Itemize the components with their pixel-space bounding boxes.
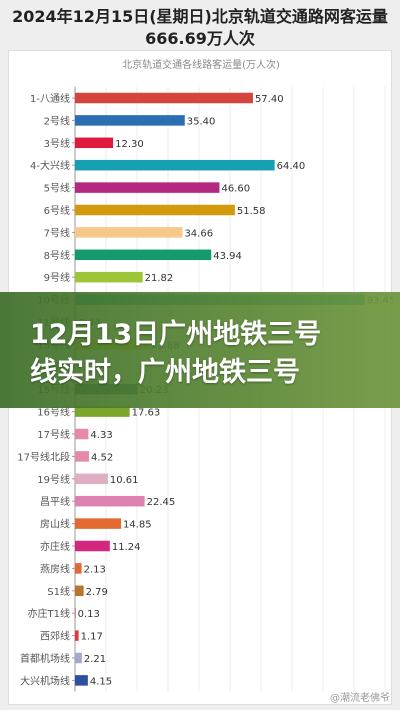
- value-label: 4.52: [91, 452, 113, 463]
- value-label: 46.60: [221, 184, 250, 195]
- bar: [75, 607, 76, 619]
- value-label: 0.13: [78, 609, 100, 620]
- category-label: 19号线: [37, 473, 70, 486]
- value-label: 57.40: [255, 94, 284, 105]
- category-label: 3号线: [44, 137, 70, 150]
- value-label: 2.13: [84, 564, 106, 575]
- category-label: 4-大兴线: [30, 159, 70, 172]
- bar: [75, 540, 110, 552]
- category-label: 17号线: [37, 428, 70, 441]
- bar: [75, 406, 130, 417]
- value-label: 4.33: [90, 430, 112, 441]
- category-label: 8号线: [44, 249, 70, 262]
- bar: [75, 92, 253, 104]
- value-label: 17.63: [132, 408, 161, 419]
- category-label: 房山线: [40, 518, 70, 531]
- page-title: 2024年12月15日(星期日)北京轨道交通路网客运量666.69万人次: [12, 7, 388, 48]
- value-label: 14.85: [123, 520, 152, 531]
- value-label: 35.40: [187, 116, 216, 127]
- value-label: 64.40: [277, 161, 306, 172]
- category-label: 燕房线: [40, 562, 70, 575]
- bar: [75, 137, 114, 149]
- value-label: 51.58: [237, 206, 266, 217]
- value-label: 12.30: [115, 139, 144, 150]
- bar: [75, 451, 90, 462]
- bar: [75, 159, 275, 171]
- category-label: 2号线: [44, 114, 70, 127]
- bar: [75, 563, 82, 574]
- category-label: 6号线: [44, 204, 70, 217]
- value-label: 2.21: [84, 654, 106, 665]
- bar: [75, 204, 235, 216]
- category-label: 首都机场线: [20, 652, 70, 665]
- value-label: 4.15: [90, 676, 112, 687]
- category-label: 17号线北段: [17, 450, 70, 463]
- headline-line-1: 12月13日广州地铁三号: [30, 319, 322, 350]
- headline-line-2: 线实时，广州地铁三号: [30, 357, 300, 388]
- value-label: 10.61: [110, 475, 139, 486]
- category-label: 16号线: [37, 406, 70, 419]
- bar: [75, 652, 82, 664]
- value-label: 22.45: [147, 497, 176, 508]
- bar: [75, 428, 89, 440]
- bar: [75, 585, 84, 597]
- headline-banner: 12月13日广州地铁三号 线实时，广州地铁三号: [0, 292, 400, 408]
- bar: [75, 227, 183, 238]
- category-label: 5号线: [44, 182, 70, 195]
- category-label: 7号线: [44, 226, 70, 239]
- value-label: 43.94: [213, 251, 242, 262]
- category-label: 9号线: [44, 271, 70, 284]
- category-label: 西郊线: [40, 630, 70, 643]
- value-label: 21.82: [145, 273, 174, 284]
- bar: [75, 249, 212, 261]
- category-label: 1-八通线: [30, 92, 70, 105]
- value-label: 2.79: [86, 587, 108, 598]
- value-label: 11.24: [112, 542, 141, 553]
- value-label: 1.17: [81, 632, 103, 643]
- category-label: S1线: [47, 585, 70, 598]
- bar: [75, 182, 220, 193]
- category-label: 昌平线: [40, 495, 70, 508]
- watermark: @潮流老佛爷: [330, 693, 390, 704]
- chart-title: 北京轨道交通各线路客运量(万人次): [122, 58, 280, 71]
- bar: [75, 630, 79, 641]
- value-label: 34.66: [184, 228, 213, 239]
- bar: [75, 518, 122, 529]
- category-label: 亦庄T1线: [28, 607, 70, 620]
- bar: [75, 271, 143, 283]
- bar: [75, 473, 108, 485]
- bar: [75, 115, 185, 126]
- category-label: 大兴机场线: [20, 674, 70, 687]
- bar: [75, 675, 88, 686]
- bar: [75, 495, 145, 507]
- category-label: 亦庄线: [40, 540, 70, 553]
